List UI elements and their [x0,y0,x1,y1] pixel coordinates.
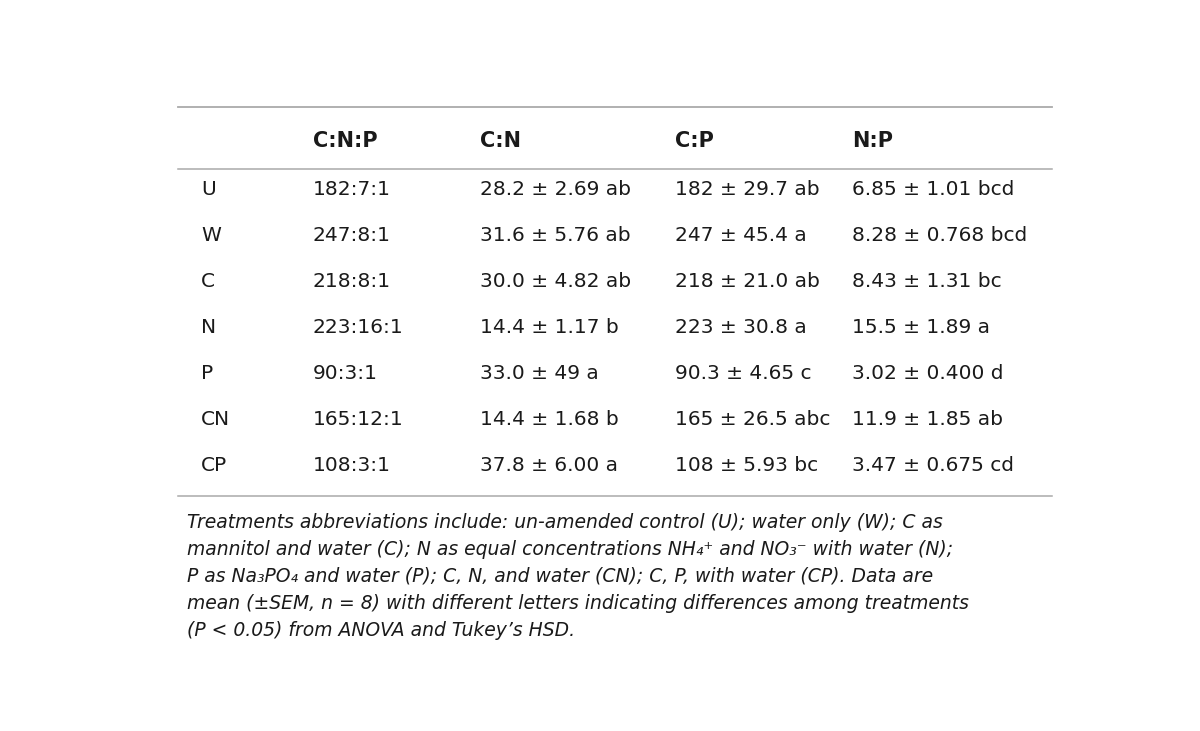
Text: 3.47 ± 0.675 cd: 3.47 ± 0.675 cd [852,456,1014,475]
Text: C:N: C:N [480,131,521,151]
Text: 6.85 ± 1.01 bcd: 6.85 ± 1.01 bcd [852,180,1014,199]
Text: CP: CP [202,456,228,475]
Text: 223:16:1: 223:16:1 [313,318,403,337]
Text: 3.02 ± 0.400 d: 3.02 ± 0.400 d [852,364,1003,383]
Text: 8.43 ± 1.31 bc: 8.43 ± 1.31 bc [852,272,1002,291]
Text: W: W [202,226,221,245]
Text: 14.4 ± 1.17 b: 14.4 ± 1.17 b [480,318,619,337]
Text: P: P [202,364,214,383]
Text: 218:8:1: 218:8:1 [313,272,391,291]
Text: U: U [202,180,216,199]
Text: 15.5 ± 1.89 a: 15.5 ± 1.89 a [852,318,990,337]
Text: mannitol and water (C); N as equal concentrations NH₄⁺ and NO₃⁻ with water (N);: mannitol and water (C); N as equal conce… [187,539,953,558]
Text: 14.4 ± 1.68 b: 14.4 ± 1.68 b [480,410,619,429]
Text: 165:12:1: 165:12:1 [313,410,403,429]
Text: 218 ± 21.0 ab: 218 ± 21.0 ab [676,272,821,291]
Text: 90:3:1: 90:3:1 [313,364,378,383]
Text: N: N [202,318,216,337]
Text: 108:3:1: 108:3:1 [313,456,391,475]
Text: P as Na₃PO₄ and water (P); C, N, and water (CN); C, P, with water (CP). Data are: P as Na₃PO₄ and water (P); C, N, and wat… [187,567,934,586]
Text: mean (±SEM, n = 8) with different letters indicating differences among treatment: mean (±SEM, n = 8) with different letter… [187,594,970,613]
Text: 30.0 ± 4.82 ab: 30.0 ± 4.82 ab [480,272,631,291]
Text: Treatments abbreviations include: un-amended control (U); water only (W); C as: Treatments abbreviations include: un-ame… [187,512,943,531]
Text: 90.3 ± 4.65 c: 90.3 ± 4.65 c [676,364,812,383]
Text: 11.9 ± 1.85 ab: 11.9 ± 1.85 ab [852,410,1003,429]
Text: 247:8:1: 247:8:1 [313,226,391,245]
Text: (P < 0.05) from ANOVA and Tukey’s HSD.: (P < 0.05) from ANOVA and Tukey’s HSD. [187,621,575,640]
Text: 37.8 ± 6.00 a: 37.8 ± 6.00 a [480,456,618,475]
Text: C:P: C:P [676,131,714,151]
Text: 165 ± 26.5 abc: 165 ± 26.5 abc [676,410,830,429]
Text: 108 ± 5.93 bc: 108 ± 5.93 bc [676,456,818,475]
Text: 33.0 ± 49 a: 33.0 ± 49 a [480,364,599,383]
Text: C:N:P: C:N:P [313,131,377,151]
Text: N:P: N:P [852,131,893,151]
Text: 182 ± 29.7 ab: 182 ± 29.7 ab [676,180,820,199]
Text: 8.28 ± 0.768 bcd: 8.28 ± 0.768 bcd [852,226,1027,245]
Text: C: C [202,272,215,291]
Text: 247 ± 45.4 a: 247 ± 45.4 a [676,226,808,245]
Text: CN: CN [202,410,230,429]
Text: 182:7:1: 182:7:1 [313,180,391,199]
Text: 223 ± 30.8 a: 223 ± 30.8 a [676,318,808,337]
Text: 28.2 ± 2.69 ab: 28.2 ± 2.69 ab [480,180,631,199]
Text: 31.6 ± 5.76 ab: 31.6 ± 5.76 ab [480,226,631,245]
